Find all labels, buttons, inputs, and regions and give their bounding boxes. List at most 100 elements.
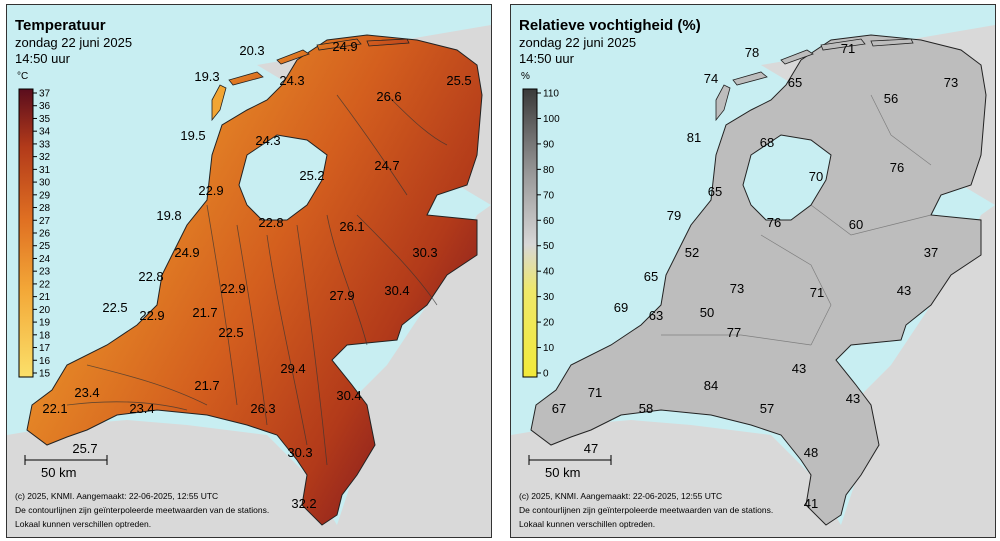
legend-tick-label: 33 [39,139,51,150]
station-value-label: 23.4 [74,385,99,400]
legend-tick-label: 30 [39,178,51,189]
scale-label: 50 km [41,465,77,480]
station-value-label: 65 [644,269,658,284]
station-value-label: 32.2 [291,496,316,511]
station-value-label: 30.4 [336,388,361,403]
station-value-label: 22.5 [218,325,243,340]
legend-tick-label: 28 [39,203,51,214]
station-value-label: 78 [745,45,759,60]
temperature-map: 3736353433323130292827262524232221201918… [7,25,491,537]
station-value-label: 43 [792,361,806,376]
legend-tick-label: 20 [543,318,555,329]
temperature-legend-bar [18,88,34,378]
station-value-label: 19.8 [156,208,181,223]
legend-tick-label: 31 [39,165,51,176]
station-value-label: 47 [584,441,598,456]
legend-tick-label: 29 [39,190,51,201]
station-value-label: 25.5 [446,73,471,88]
station-value-label: 48 [804,445,818,460]
wadden-islands [228,38,410,86]
station-value-label: 23.4 [129,401,154,416]
legend-tick-label: 35 [39,114,51,125]
station-value-label: 73 [944,75,958,90]
neighbour-land [7,25,491,537]
credit-line-2: De contourlijnen zijn geïnterpoleerde me… [519,505,774,515]
station-value-label: 19.3 [194,69,219,84]
station-value-label: 22.9 [198,183,223,198]
legend-tick-label: 90 [543,139,555,150]
station-value-label: 63 [649,308,663,323]
station-value-label: 26.6 [376,89,401,104]
station-value-label: 24.3 [279,73,304,88]
legend-tick-label: 36 [39,101,51,112]
station-value-label: 26.3 [250,401,275,416]
contour-lines [66,94,448,466]
panel-date: zondag 22 juni 2025 [15,35,133,50]
scale-label: 50 km [545,465,581,480]
station-value-label: 65 [708,184,722,199]
station-value-label: 79 [667,208,681,223]
legend-tick-label: 22 [39,279,51,290]
station-value-label: 22.9 [220,281,245,296]
station-value-label: 22.8 [138,269,163,284]
legend-tick-label: 27 [39,216,51,227]
neighbour-land [511,25,995,537]
legend-tick-label: 50 [543,241,555,252]
station-value-label: 21.7 [192,305,217,320]
panel-title: Relatieve vochtigheid (%) [519,17,701,34]
credit-line-3: Lokaal kunnen verschillen optreden. [519,519,656,529]
legend-tick-label: 16 [39,356,51,367]
station-value-label: 21.7 [194,378,219,393]
station-value-label: 74 [704,71,718,86]
legend-tick-label: 32 [39,152,51,163]
station-value-label: 43 [846,391,860,406]
credit-line-1: (c) 2025, KNMI. Aangemaakt: 22-06-2025, … [15,491,219,501]
legend-tick-label: 110 [543,89,559,100]
station-value-label: 24.7 [374,158,399,173]
station-value-label: 65 [788,75,802,90]
legend-tick-label: 0 [543,369,549,380]
credit-line-3: Lokaal kunnen verschillen optreden. [15,519,152,529]
station-value-label: 20.3 [239,43,264,58]
ijsselmeer [238,134,328,221]
station-value-label: 57 [760,401,774,416]
netherlands-dry-area [801,215,981,525]
legend-tick-label: 17 [39,343,51,354]
legend-tick-label: 100 [543,114,560,125]
legend-tick-label: 37 [39,89,51,100]
station-value-label: 73 [730,281,744,296]
legend-tick-label: 80 [543,165,555,176]
legend-tick-label: 18 [39,330,51,341]
station-value-label: 25.7 [72,441,97,456]
station-value-label: 71 [810,285,824,300]
panel-time: 14:50 uur [15,51,70,66]
station-value-label: 68 [760,135,774,150]
scale-bar [24,455,108,465]
legend-tick-label: 30 [543,292,555,303]
legend-unit: °C [17,71,29,82]
credit-line-2: De contourlijnen zijn geïnterpoleerde me… [15,505,270,515]
panel-title: Temperatuur [15,17,106,34]
station-value-label: 60 [849,217,863,232]
station-value-label: 30.3 [412,245,437,260]
legend-tick-label: 15 [39,369,51,380]
credit-line-1: (c) 2025, KNMI. Aangemaakt: 22-06-2025, … [519,491,723,501]
station-value-label: 84 [704,378,718,393]
station-value-label: 26.1 [339,219,364,234]
station-value-label: 58 [639,401,653,416]
legend-tick-label: 23 [39,267,51,278]
legend-tick-label: 34 [39,127,51,138]
station-value-label: 71 [841,41,855,56]
legend-tick-label: 70 [543,190,555,201]
station-value-label: 24.9 [332,39,357,54]
panel-time: 14:50 uur [519,51,574,66]
wadden-islands [732,38,914,86]
legend-tick-label: 21 [39,292,51,303]
legend-tick-label: 40 [543,267,555,278]
legend-tick-label: 10 [543,343,555,354]
legend-tick-label: 25 [39,241,51,252]
texel-island [211,84,227,122]
texel-island [715,84,731,122]
legend-tick-label: 60 [543,216,555,227]
